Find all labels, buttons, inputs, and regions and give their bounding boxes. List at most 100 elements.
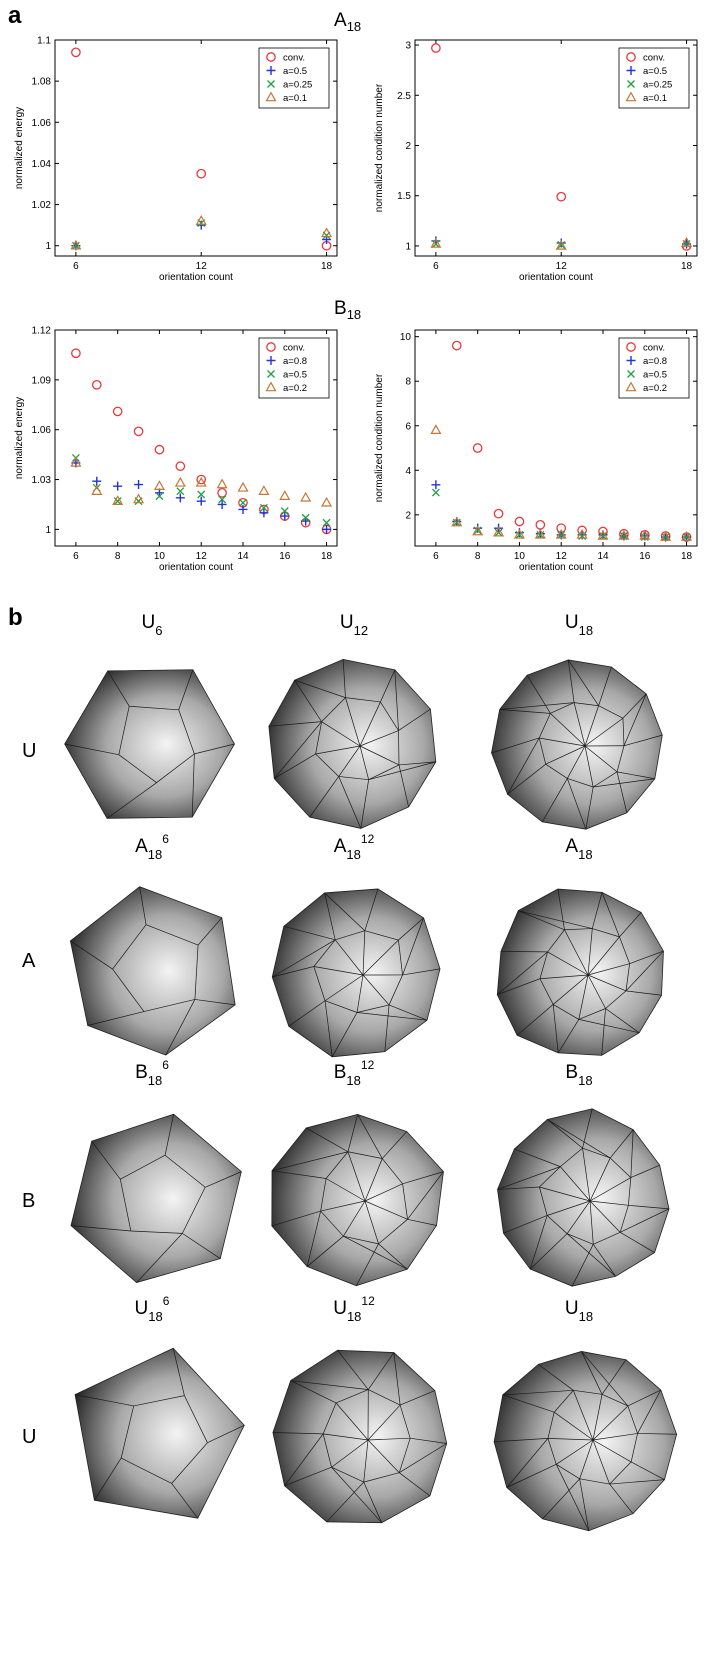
data-point <box>321 227 333 238</box>
facet-edge <box>273 721 322 779</box>
title-sub: 18 <box>346 1073 361 1088</box>
chart-a18-condition: 6 12 18 1 1.5 2 2.5 3 orientation count normalize… <box>374 39 698 283</box>
data-point <box>217 487 227 498</box>
facet-edge <box>359 745 369 780</box>
group-title-sub: 18 <box>346 18 362 34</box>
facet-edge <box>566 1233 594 1245</box>
data-point <box>196 168 207 179</box>
polyhedron-title: B18 <box>509 1062 649 1088</box>
facet-edge <box>587 936 620 976</box>
facet-edge <box>592 928 620 938</box>
facet-edge <box>585 786 594 830</box>
polyhedron-shape <box>268 658 437 829</box>
facet-edge <box>499 702 575 710</box>
facet-edge <box>326 1481 364 1523</box>
facet-edge <box>566 1233 616 1277</box>
facet-edge <box>592 1433 638 1441</box>
facet-edge <box>578 1008 606 1020</box>
facet-edge <box>338 745 361 777</box>
facet-edge <box>567 778 594 788</box>
data-point <box>473 526 482 535</box>
chart-a18-energy: 6 12 18 1 1.02 1.04 1.06 1.08 1.1 orientation cou… <box>14 36 338 283</box>
facet-edge <box>582 1147 611 1159</box>
facet-edge <box>331 1439 369 1468</box>
legend-marker <box>625 381 637 392</box>
legend-label: conv. <box>283 343 305 354</box>
legend-box <box>618 47 690 109</box>
series-a=0.1 <box>70 215 333 250</box>
polyhedron-title: U186 <box>82 1294 222 1324</box>
facet-edge <box>70 940 113 970</box>
facet-edge <box>494 1438 548 1443</box>
data-point <box>154 444 165 455</box>
facet-edge <box>364 1200 408 1220</box>
legend-marker <box>265 381 277 392</box>
x-tick-label: 16 <box>639 551 651 562</box>
title-base: U <box>339 612 354 633</box>
data-point <box>217 499 227 509</box>
polyhedron-title: B1812 <box>284 1058 424 1088</box>
data-point <box>71 241 80 250</box>
series-a=0.1 <box>430 236 693 250</box>
data-point <box>91 485 103 495</box>
legend-label: a=0.8 <box>643 356 667 367</box>
data-point <box>322 518 331 527</box>
legend-label: a=0.25 <box>643 80 672 91</box>
facet-edge <box>518 910 565 931</box>
facet-edge <box>393 1352 401 1406</box>
facet-edge <box>335 930 365 941</box>
facet-edge <box>609 1483 634 1514</box>
title-base: B <box>135 1062 148 1083</box>
facet-edge <box>343 1235 408 1270</box>
legend-label: a=0.5 <box>283 370 307 381</box>
facet-edge <box>294 679 346 698</box>
facet-edge <box>363 1439 369 1483</box>
title-sub: 18 <box>148 1309 163 1324</box>
facet-edge <box>601 1394 629 1407</box>
facet-edge <box>367 1404 401 1441</box>
data-point <box>599 532 607 540</box>
legend-marker <box>627 370 635 378</box>
facet-edge <box>136 1233 183 1283</box>
facet-edge <box>623 693 647 746</box>
data-point <box>513 528 525 539</box>
facet-edge <box>207 1424 245 1444</box>
data-point <box>174 476 186 487</box>
title-sup: 6 <box>162 1058 169 1072</box>
facet-edge <box>497 1186 540 1190</box>
facet-edge <box>541 778 568 823</box>
facet-edge <box>182 1187 206 1234</box>
plot-frame <box>54 329 338 547</box>
facet-edge <box>589 1200 621 1233</box>
facet-edge <box>622 693 647 719</box>
facet-edge <box>529 1215 548 1270</box>
facet-edge <box>601 1008 606 1056</box>
facet-edge <box>589 1177 632 1202</box>
y-tick-label: 1 <box>45 241 51 252</box>
title-base: A <box>565 836 579 857</box>
facet-edge <box>573 702 586 747</box>
plot-frame <box>414 39 698 257</box>
facet-edge <box>550 713 586 747</box>
facet-edge <box>582 1148 591 1202</box>
facet-edge <box>309 776 340 818</box>
facet-edge <box>338 776 369 781</box>
facet-edge <box>581 1351 629 1407</box>
facet-edge <box>589 1200 594 1245</box>
facet-edge <box>274 753 316 779</box>
panel-b-label: b <box>8 604 23 631</box>
facet-edge <box>321 721 361 747</box>
facet-edge <box>172 1348 185 1396</box>
polyhedron-shape <box>64 669 235 819</box>
facet-edge <box>584 745 618 773</box>
facet-edge <box>356 1243 379 1286</box>
facet-edge <box>324 1000 358 1013</box>
facet-edge <box>388 974 403 1006</box>
polyhedron-silhouette <box>69 886 236 1056</box>
facet-edge <box>398 708 431 731</box>
facet-edge <box>324 1000 333 1057</box>
facet-edge <box>288 1000 326 1027</box>
facet-edge <box>539 1186 591 1202</box>
polyhedron-silhouette <box>497 1108 670 1287</box>
facet-edge <box>345 697 361 747</box>
